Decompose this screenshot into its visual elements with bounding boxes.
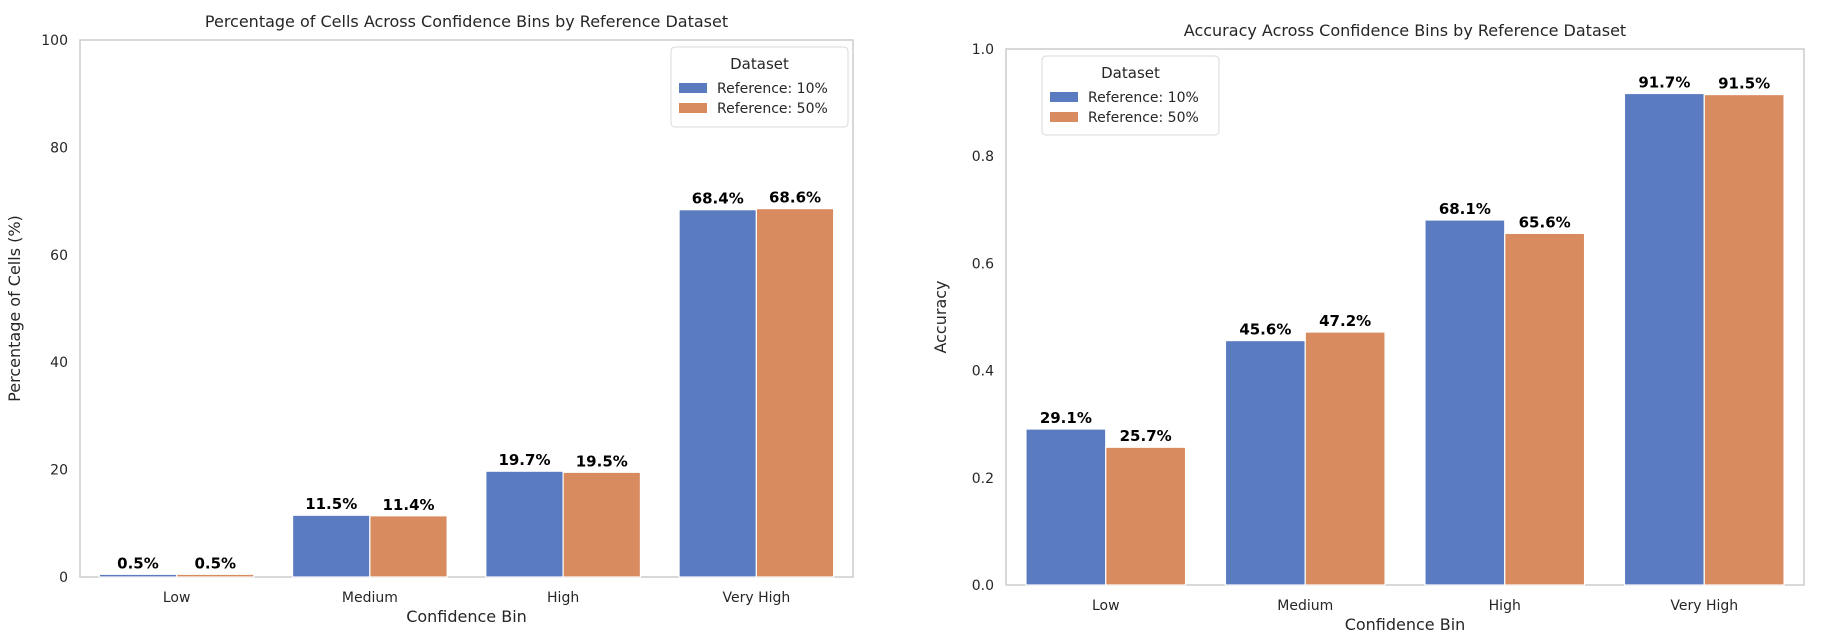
chart1-legend-frame <box>670 46 849 128</box>
chart1-data-label: 19.7% <box>498 451 550 469</box>
chart1-legend-label: Reference: 10% <box>717 81 828 97</box>
chart1-legend: Dataset Reference: 10% Reference: 50% <box>670 46 849 128</box>
chart1-data-label: 19.5% <box>576 452 628 470</box>
chart1-data-label: 68.4% <box>692 190 744 208</box>
chart2-xtick-label: Very High <box>1670 598 1738 614</box>
chart2-data-label: 65.6% <box>1519 213 1571 231</box>
chart2-legend-label: Reference: 50% <box>1088 110 1199 126</box>
chart2-legend: Dataset Reference: 10% Reference: 50% <box>1041 55 1220 136</box>
chart2-ytick-label: 1.0 <box>972 42 994 58</box>
chart1-bar <box>369 515 448 578</box>
chart1-data-label: 0.5% <box>194 554 236 572</box>
chart1-ytick-label: 40 <box>50 355 68 371</box>
chart1-legend-title: Dataset <box>730 55 789 73</box>
chart1-bar <box>755 208 835 578</box>
chart2-data-label: 68.1% <box>1439 200 1491 218</box>
chart1-bar <box>562 471 642 578</box>
chart1-ytick-label: 60 <box>50 248 68 264</box>
chart2-data-label: 25.7% <box>1120 427 1172 445</box>
chart2-bar <box>1304 331 1386 586</box>
chart2-xtick-label: Low <box>1092 598 1120 614</box>
chart1-bar <box>485 470 564 578</box>
chart1-legend-label: Reference: 50% <box>717 101 828 117</box>
chart1-data-label: 0.5% <box>117 554 159 572</box>
chart2-legend-frame <box>1041 55 1220 136</box>
chart1-data-label: 11.4% <box>383 496 435 514</box>
chart2-bar <box>1504 232 1586 586</box>
chart1: Percentage of Cells Across Confidence Bi… <box>5 12 854 626</box>
chart1-legend-swatch <box>679 103 707 113</box>
chart1-ytick-label: 80 <box>50 140 68 156</box>
chart2-bar <box>1623 92 1705 586</box>
chart2-data-label: 91.5% <box>1718 75 1770 93</box>
chart1-ytick-label: 0 <box>59 570 68 586</box>
chart2-data-label: 47.2% <box>1319 312 1371 330</box>
chart2-legend-swatch <box>1050 92 1078 102</box>
chart2-bar <box>1424 219 1506 586</box>
chart2-ytick-label: 0.6 <box>972 256 994 272</box>
chart2-xlabel: Confidence Bin <box>1345 615 1466 634</box>
chart1-bar <box>291 514 371 578</box>
chart2-ylabel: Accuracy <box>931 280 950 353</box>
chart1-xtick-label: High <box>547 590 579 606</box>
chart1-xtick-label: Medium <box>342 590 398 606</box>
chart2-bar <box>1703 93 1785 586</box>
chart1-xtick-label: Very High <box>722 590 790 606</box>
chart2-data-label: 45.6% <box>1239 321 1291 339</box>
chart1-bar <box>678 209 757 578</box>
chart1-title: Percentage of Cells Across Confidence Bi… <box>205 12 728 31</box>
chart1-data-label: 68.6% <box>769 189 821 207</box>
chart1-ylabel: Percentage of Cells (%) <box>5 215 24 402</box>
chart2-data-label: 91.7% <box>1638 73 1690 91</box>
chart2: Accuracy Across Confidence Bins by Refer… <box>931 21 1805 634</box>
chart2-bar <box>1025 428 1107 586</box>
chart2-ytick-label: 0.8 <box>972 149 994 165</box>
chart1-plot-frame <box>79 39 854 578</box>
chart1-bar <box>176 573 255 578</box>
chart1-xlabel: Confidence Bin <box>406 607 527 626</box>
chart2-bar <box>1224 339 1306 586</box>
chart2-bar <box>1105 446 1187 586</box>
chart1-data-label: 11.5% <box>305 495 357 513</box>
chart2-ytick-label: 0.2 <box>972 471 994 487</box>
chart2-ytick-label: 0.0 <box>972 578 994 594</box>
chart2-legend-swatch <box>1050 112 1078 122</box>
chart2-data-label: 29.1% <box>1040 409 1092 427</box>
chart1-ytick-label: 100 <box>41 33 68 49</box>
chart2-legend-title: Dataset <box>1101 64 1160 82</box>
chart2-ytick-label: 0.4 <box>972 364 994 380</box>
chart2-xtick-label: Medium <box>1277 598 1333 614</box>
chart2-plot-frame <box>1005 48 1805 586</box>
chart1-bar <box>98 573 178 578</box>
chart2-title: Accuracy Across Confidence Bins by Refer… <box>1184 21 1626 40</box>
chart1-ytick-label: 20 <box>50 463 68 479</box>
chart2-xtick-label: High <box>1489 598 1521 614</box>
chart1-xtick-label: Low <box>163 590 191 606</box>
chart2-legend-label: Reference: 10% <box>1088 90 1199 106</box>
chart1-legend-swatch <box>679 83 707 93</box>
